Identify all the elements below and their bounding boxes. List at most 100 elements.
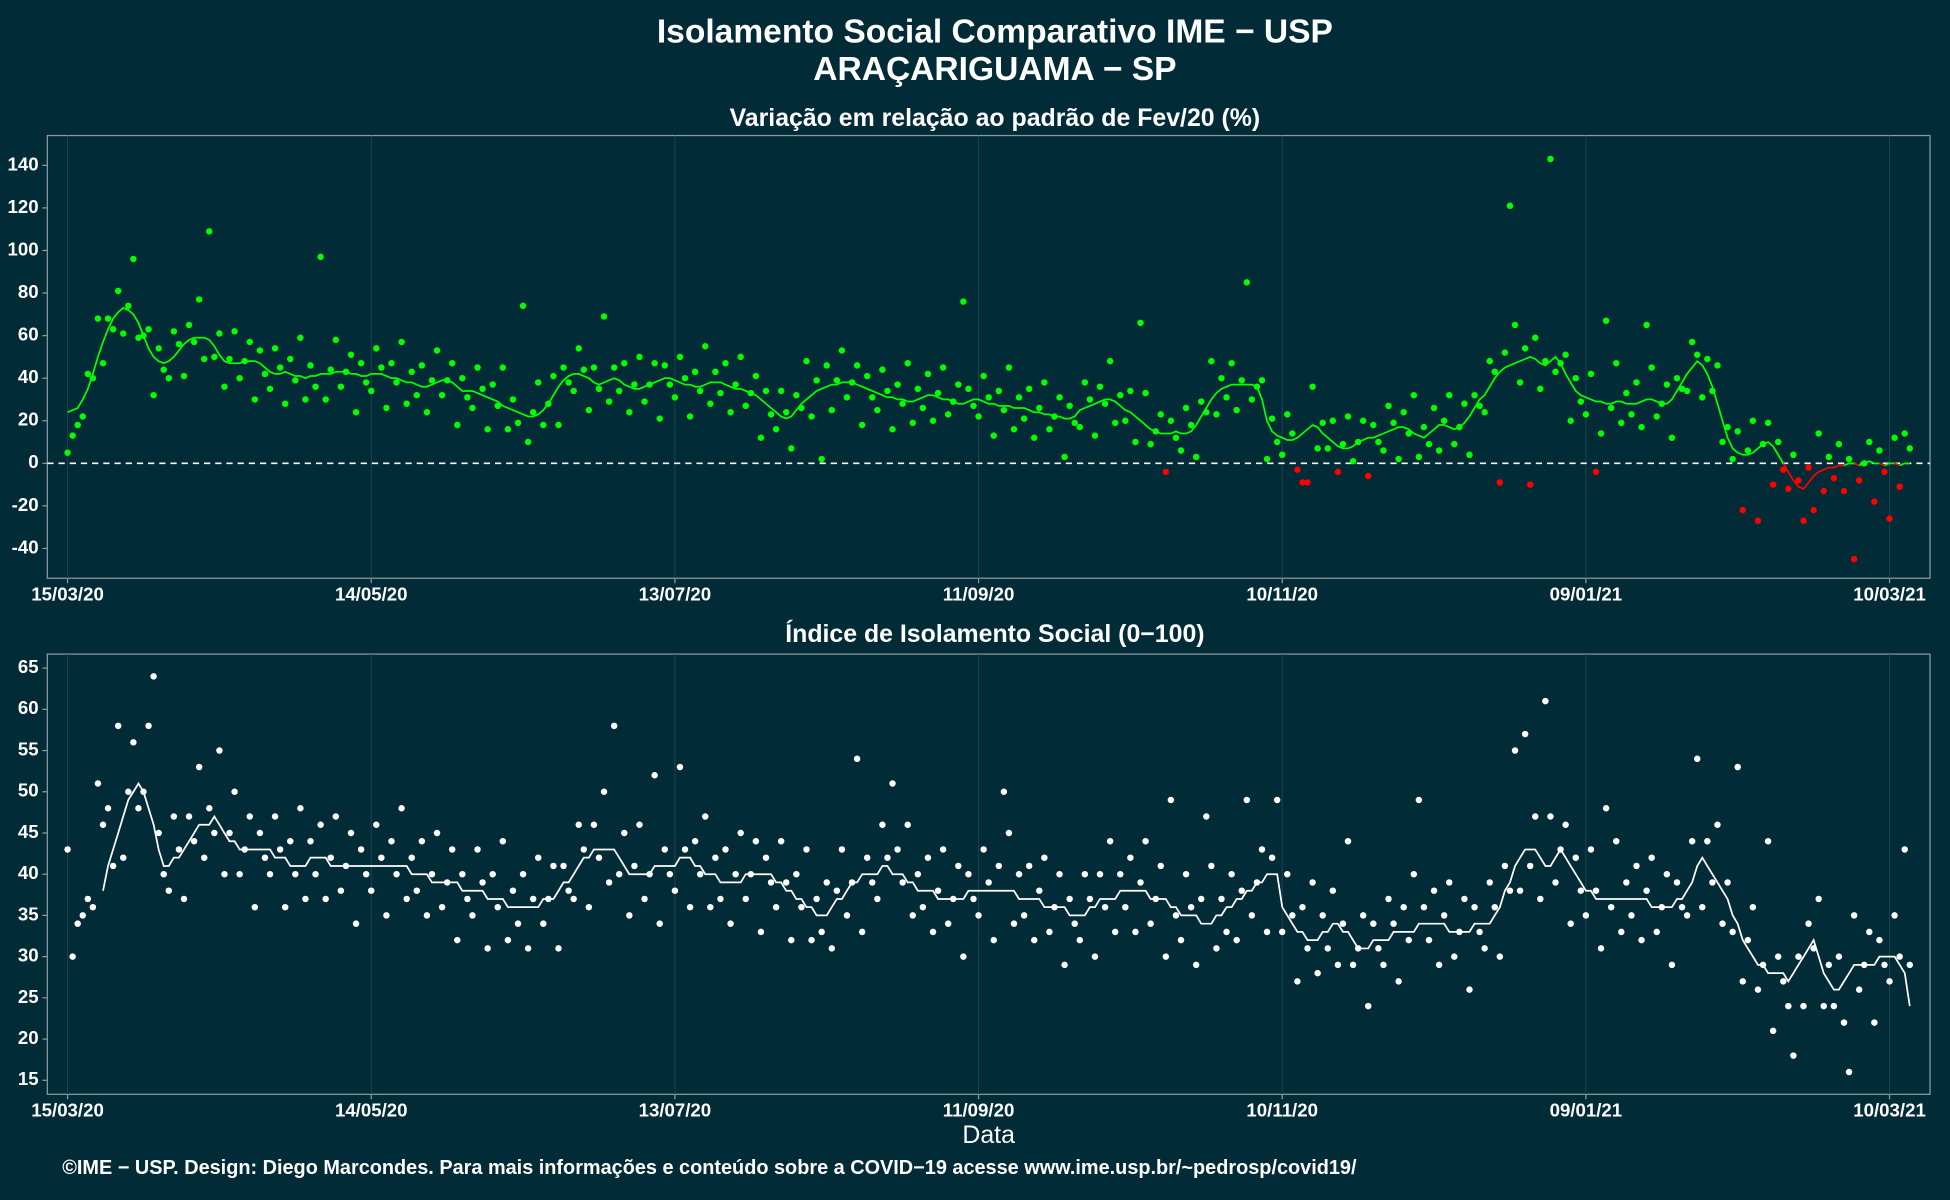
trend-line [1879,462,1885,467]
data-point [307,362,314,369]
data-point [1891,912,1898,919]
data-point [955,381,962,388]
data-point [1177,447,1185,454]
y-tick-label: 15 [18,1068,39,1089]
data-point [1076,936,1084,944]
data-point [251,903,259,911]
data-point [762,854,770,861]
data-point [970,895,977,903]
data-point [206,228,213,235]
data-point [469,912,476,919]
data-point [1845,455,1853,463]
trend-line [1843,462,1855,467]
data-point [570,895,577,903]
data-point [1587,370,1595,378]
data-point [1648,854,1655,861]
data-point [378,854,385,861]
data-point [874,406,881,414]
data-point [894,381,901,388]
data-point [231,328,238,335]
data-point [1415,796,1423,804]
y-tick-label: 60 [18,324,39,345]
data-point [853,755,861,763]
data-point [1780,466,1787,473]
data-point [1400,408,1407,416]
data-point [656,415,663,422]
data-point [256,829,264,837]
data-point [1648,364,1655,371]
data-point [216,330,223,337]
data-point [1461,895,1468,903]
data-point [1866,928,1873,936]
data-point [317,253,324,261]
data-point [373,345,380,352]
data-point [1673,879,1681,886]
data-point [1729,928,1736,936]
data-point [1552,368,1559,376]
data-point [1177,936,1185,944]
data-point [1309,879,1316,886]
data-point [1628,912,1635,919]
data-point [130,255,137,263]
data-point [1491,368,1499,376]
data-point [1633,379,1640,386]
data-point [1643,887,1650,894]
data-point [621,829,628,837]
data-point [448,846,456,853]
data-point [1036,887,1043,894]
data-point [1101,903,1109,911]
data-point [1380,447,1387,454]
data-point [813,377,820,384]
data-point [944,411,952,418]
data-point [777,837,785,845]
data-point [1213,945,1220,952]
data-point [914,385,922,393]
data-point [1223,394,1230,401]
data-point [74,920,81,927]
data-point [1790,1052,1797,1059]
data-point [924,854,932,861]
data-point [752,837,760,845]
data-point [1344,837,1352,845]
data-point [160,366,167,373]
trend-line [1858,460,1880,467]
data-point [423,912,431,919]
data-point [271,345,279,352]
data-point [985,394,992,401]
data-point [1385,402,1392,410]
data-point [1704,837,1711,845]
data-point [707,400,714,407]
data-point [1046,426,1053,433]
data-point [418,362,426,369]
data-point [1420,423,1428,431]
data-point [1876,936,1883,944]
data-point [1030,434,1038,442]
data-point [1091,432,1099,439]
data-point [788,445,795,452]
data-point [403,400,410,407]
data-point [732,870,739,878]
data-point [1248,912,1256,919]
data-point [1081,379,1089,386]
data-point [1724,879,1731,886]
data-point [448,360,456,367]
data-point [636,821,643,828]
data-point [904,821,911,828]
data-point [722,360,729,367]
x-tick-label: 14/05/20 [335,1100,408,1121]
data-point [297,334,304,341]
data-point [327,366,334,373]
data-point [1390,419,1397,427]
data-point [1198,398,1205,405]
data-point [626,408,633,416]
data-point [1420,903,1428,911]
data-point [1526,862,1534,870]
data-point [454,421,461,429]
data-point [702,813,709,820]
data-point [651,360,658,367]
data-point [1385,895,1392,903]
data-point [1086,895,1094,903]
y-tick-label: 25 [18,986,39,1007]
data-point [1754,517,1762,525]
data-point [155,829,162,837]
